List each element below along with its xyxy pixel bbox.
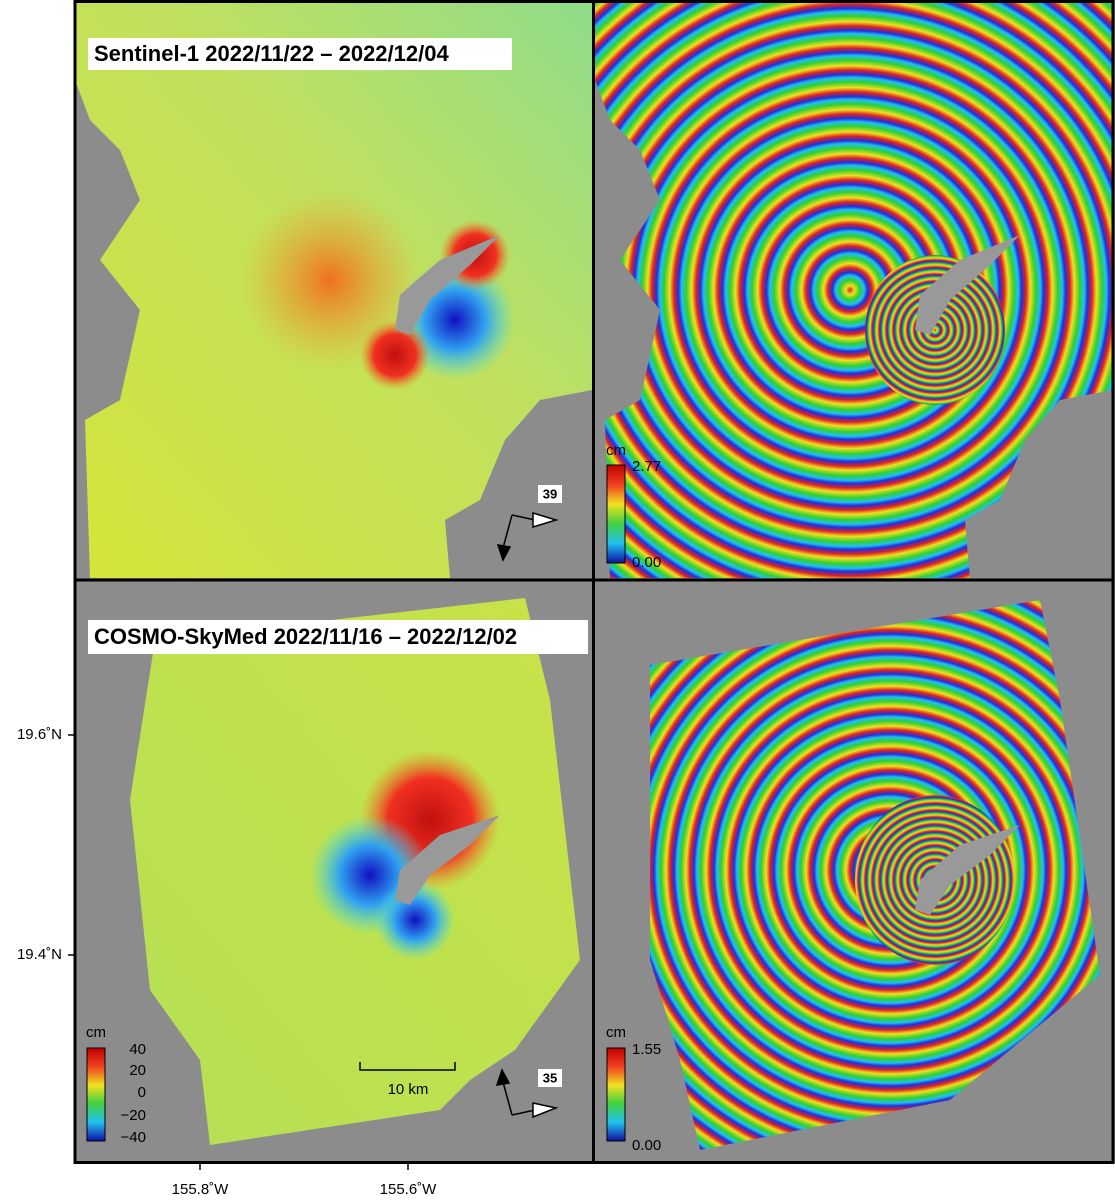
uplift <box>360 320 430 390</box>
colorbar-unit: cm <box>86 1024 106 1041</box>
lat-label: 19.4˚N <box>17 946 62 963</box>
colorbar-tick: 0.00 <box>632 1137 661 1154</box>
axis-ticks <box>68 734 409 1170</box>
flight-direction <box>495 511 559 1119</box>
colorbar-unit: cm <box>606 442 626 459</box>
lava-flow <box>395 815 500 905</box>
colorbar-unit: cm <box>606 1024 626 1041</box>
track-box <box>538 1069 562 1087</box>
coverage <box>595 0 1113 578</box>
lon-label: 155.6˚W <box>380 1181 438 1198</box>
title-box <box>88 620 588 654</box>
colorbar-tick: −40 <box>121 1129 146 1146</box>
colorbar-tick: 40 <box>129 1041 146 1058</box>
track-box <box>538 485 562 503</box>
colorbar-tick: 2.77 <box>632 458 661 475</box>
colorbar: cm 40 20 0 −20 −40 <box>86 1024 146 1146</box>
track-number: 35 <box>543 1070 557 1085</box>
lava-flow <box>915 235 1020 335</box>
lat-label: 19.6˚N <box>17 726 62 743</box>
track-number: 39 <box>543 486 557 501</box>
scale-bar <box>359 1062 456 1071</box>
frames <box>73 0 1115 1164</box>
colorbar: cm 1.55 0.00 <box>606 1024 661 1154</box>
lava-flow <box>395 235 500 335</box>
uplift <box>240 190 420 370</box>
colorbar-tick: 1.55 <box>632 1041 661 1058</box>
colorbar: cm 2.77 0.00 <box>606 442 661 571</box>
colorbar-tick: 0 <box>138 1084 146 1101</box>
lon-label: 155.8˚W <box>172 1181 230 1198</box>
colorbar-tick: −20 <box>121 1107 146 1124</box>
title-box <box>88 38 512 70</box>
fringes <box>865 255 1005 405</box>
colorbar-tick: 0.00 <box>632 554 661 571</box>
colorbar-tick: 20 <box>129 1062 146 1079</box>
panel-title: COSMO-SkyMed 2022/11/16 – 2022/12/02 <box>94 624 517 649</box>
scale-label: 10 km <box>388 1081 429 1098</box>
panel-title: Sentinel-1 2022/11/22 – 2022/12/04 <box>94 41 449 66</box>
lava-flow <box>915 825 1020 915</box>
